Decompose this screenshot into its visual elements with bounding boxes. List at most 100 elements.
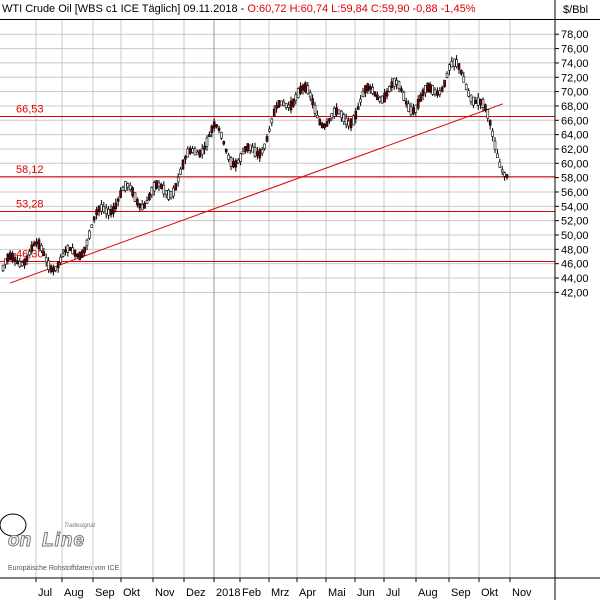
candle-body (107, 208, 110, 216)
candle-body (443, 79, 446, 87)
candle-body (109, 209, 113, 216)
candle-body (467, 90, 470, 97)
candle-body (280, 100, 283, 106)
x-tick-label: Sep (95, 587, 115, 599)
candle-body (234, 160, 238, 168)
candle-body (47, 260, 50, 270)
candle-body (488, 120, 492, 126)
y-tick-label: 54,00 (561, 201, 589, 213)
candle-body (4, 258, 7, 265)
candle-body (385, 90, 389, 97)
candle-body (172, 187, 175, 197)
candle-body (248, 144, 252, 151)
candle-body (414, 104, 418, 113)
candle-body (157, 182, 161, 187)
low-marker-circle (0, 513, 27, 537)
x-tick-label: Jul (386, 587, 400, 599)
candle-body (457, 63, 461, 70)
candle-body (35, 241, 38, 245)
y-tick-label: 50,00 (561, 230, 589, 242)
candle-body (277, 100, 281, 108)
candle-body (126, 183, 130, 188)
level-label: 53,28 (16, 198, 44, 210)
candle-body (28, 250, 31, 256)
candle-body (232, 161, 235, 168)
candle-body (133, 192, 137, 202)
candle-body (308, 92, 312, 98)
candle-body (20, 262, 24, 267)
candle-body (71, 247, 74, 255)
candle-body (212, 121, 216, 129)
candle-body (397, 81, 401, 89)
x-tick-label: Sep (451, 587, 471, 599)
y-tick-label: 66,00 (561, 115, 589, 127)
chart-header: WTI Crude Oil [WBS c1 ICE Täglich] 09.11… (2, 3, 476, 15)
candle-body (193, 148, 197, 156)
candle-body (428, 83, 432, 93)
candle-body (1, 264, 5, 272)
candle-body (352, 115, 355, 126)
x-tick-label: Aug (64, 587, 84, 599)
candle-body (25, 255, 29, 261)
candle-body (176, 176, 180, 183)
candle-body (431, 85, 434, 95)
candle-body (174, 183, 178, 191)
candle-body (306, 85, 310, 95)
candle-body (229, 157, 233, 167)
candle-body (102, 206, 106, 213)
candle-body (462, 76, 466, 83)
x-tick-label: Nov (155, 587, 175, 599)
candle-body (66, 245, 70, 253)
candle-body (452, 58, 456, 67)
chart-title: WTI Crude Oil [WBS c1 ICE Täglich] 09.11… (2, 3, 238, 15)
candle-body (114, 202, 118, 209)
candle-body (13, 257, 17, 262)
candle-body (328, 118, 331, 122)
x-tick-label: Nov (512, 587, 532, 599)
candle-body (496, 153, 499, 159)
candle-body (265, 136, 269, 142)
candle-body (419, 94, 422, 102)
candle-body (282, 101, 286, 107)
candle-body (484, 104, 487, 111)
candle-body (304, 82, 307, 93)
candle-body (330, 113, 334, 119)
candle-body (97, 205, 101, 213)
candle-body (275, 105, 278, 109)
candle-body (179, 168, 182, 175)
candle-body (260, 149, 264, 154)
candle-body (294, 94, 298, 101)
candle-body (284, 103, 288, 108)
candle-body (95, 209, 98, 216)
candle-body (493, 140, 497, 150)
candle-body (23, 258, 26, 266)
candle-body (160, 184, 163, 189)
candle-body (42, 251, 46, 256)
candle-body (349, 118, 353, 129)
candle-body (361, 90, 365, 98)
candle-body (116, 198, 120, 202)
candle-body (481, 98, 485, 109)
candle-body (136, 199, 139, 206)
candle-body (85, 239, 89, 246)
candle-body (124, 181, 127, 191)
candle-body (200, 148, 204, 155)
candle-body (92, 216, 96, 221)
candle-body (196, 151, 199, 155)
candle-body (500, 169, 504, 173)
candle-body (11, 253, 14, 261)
candle-body (224, 148, 228, 153)
trendline (9, 103, 504, 284)
candle-body (392, 78, 396, 87)
candle-body (289, 100, 293, 111)
candle-body (299, 86, 302, 94)
y-tick-label: 58,00 (561, 173, 589, 185)
candle-body (64, 249, 67, 253)
candle-body (227, 154, 230, 160)
candle-body (448, 64, 451, 71)
candle-body (150, 187, 154, 196)
candle-body (395, 79, 398, 85)
